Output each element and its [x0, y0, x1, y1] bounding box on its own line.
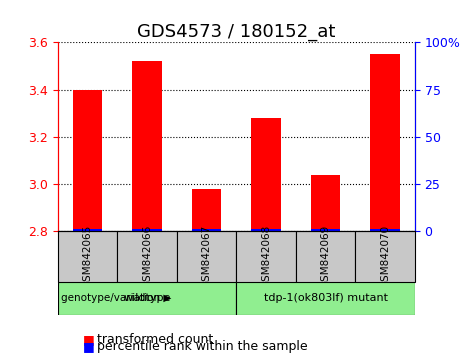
Bar: [251, 229, 281, 233]
FancyBboxPatch shape: [58, 231, 117, 281]
Bar: [72, 229, 102, 233]
Text: GSM842065: GSM842065: [83, 225, 92, 288]
Bar: [132, 229, 162, 233]
FancyBboxPatch shape: [177, 231, 236, 281]
Title: GDS4573 / 180152_at: GDS4573 / 180152_at: [137, 23, 336, 41]
Text: GSM842068: GSM842068: [261, 225, 271, 288]
Bar: [192, 229, 221, 233]
Text: GSM842066: GSM842066: [142, 225, 152, 288]
Bar: [370, 54, 400, 231]
Text: ■: ■: [83, 341, 95, 353]
Text: ■: ■: [83, 333, 95, 346]
Text: GSM842069: GSM842069: [320, 225, 331, 288]
Bar: [192, 189, 221, 231]
Bar: [311, 175, 341, 231]
Bar: [72, 90, 102, 231]
FancyBboxPatch shape: [236, 281, 415, 315]
FancyBboxPatch shape: [236, 231, 296, 281]
Text: percentile rank within the sample: percentile rank within the sample: [97, 341, 307, 353]
FancyBboxPatch shape: [296, 231, 355, 281]
FancyBboxPatch shape: [117, 231, 177, 281]
Bar: [251, 118, 281, 231]
Bar: [132, 61, 162, 231]
Text: wildtype: wildtype: [123, 293, 171, 303]
Bar: [311, 229, 341, 233]
Text: GSM842067: GSM842067: [201, 225, 212, 288]
Bar: [370, 229, 400, 233]
Text: GSM842070: GSM842070: [380, 225, 390, 288]
Text: transformed count: transformed count: [97, 333, 213, 346]
FancyBboxPatch shape: [58, 281, 236, 315]
FancyBboxPatch shape: [355, 231, 415, 281]
Text: genotype/variation ▶: genotype/variation ▶: [60, 293, 171, 303]
Text: tdp-1(ok803lf) mutant: tdp-1(ok803lf) mutant: [264, 293, 388, 303]
